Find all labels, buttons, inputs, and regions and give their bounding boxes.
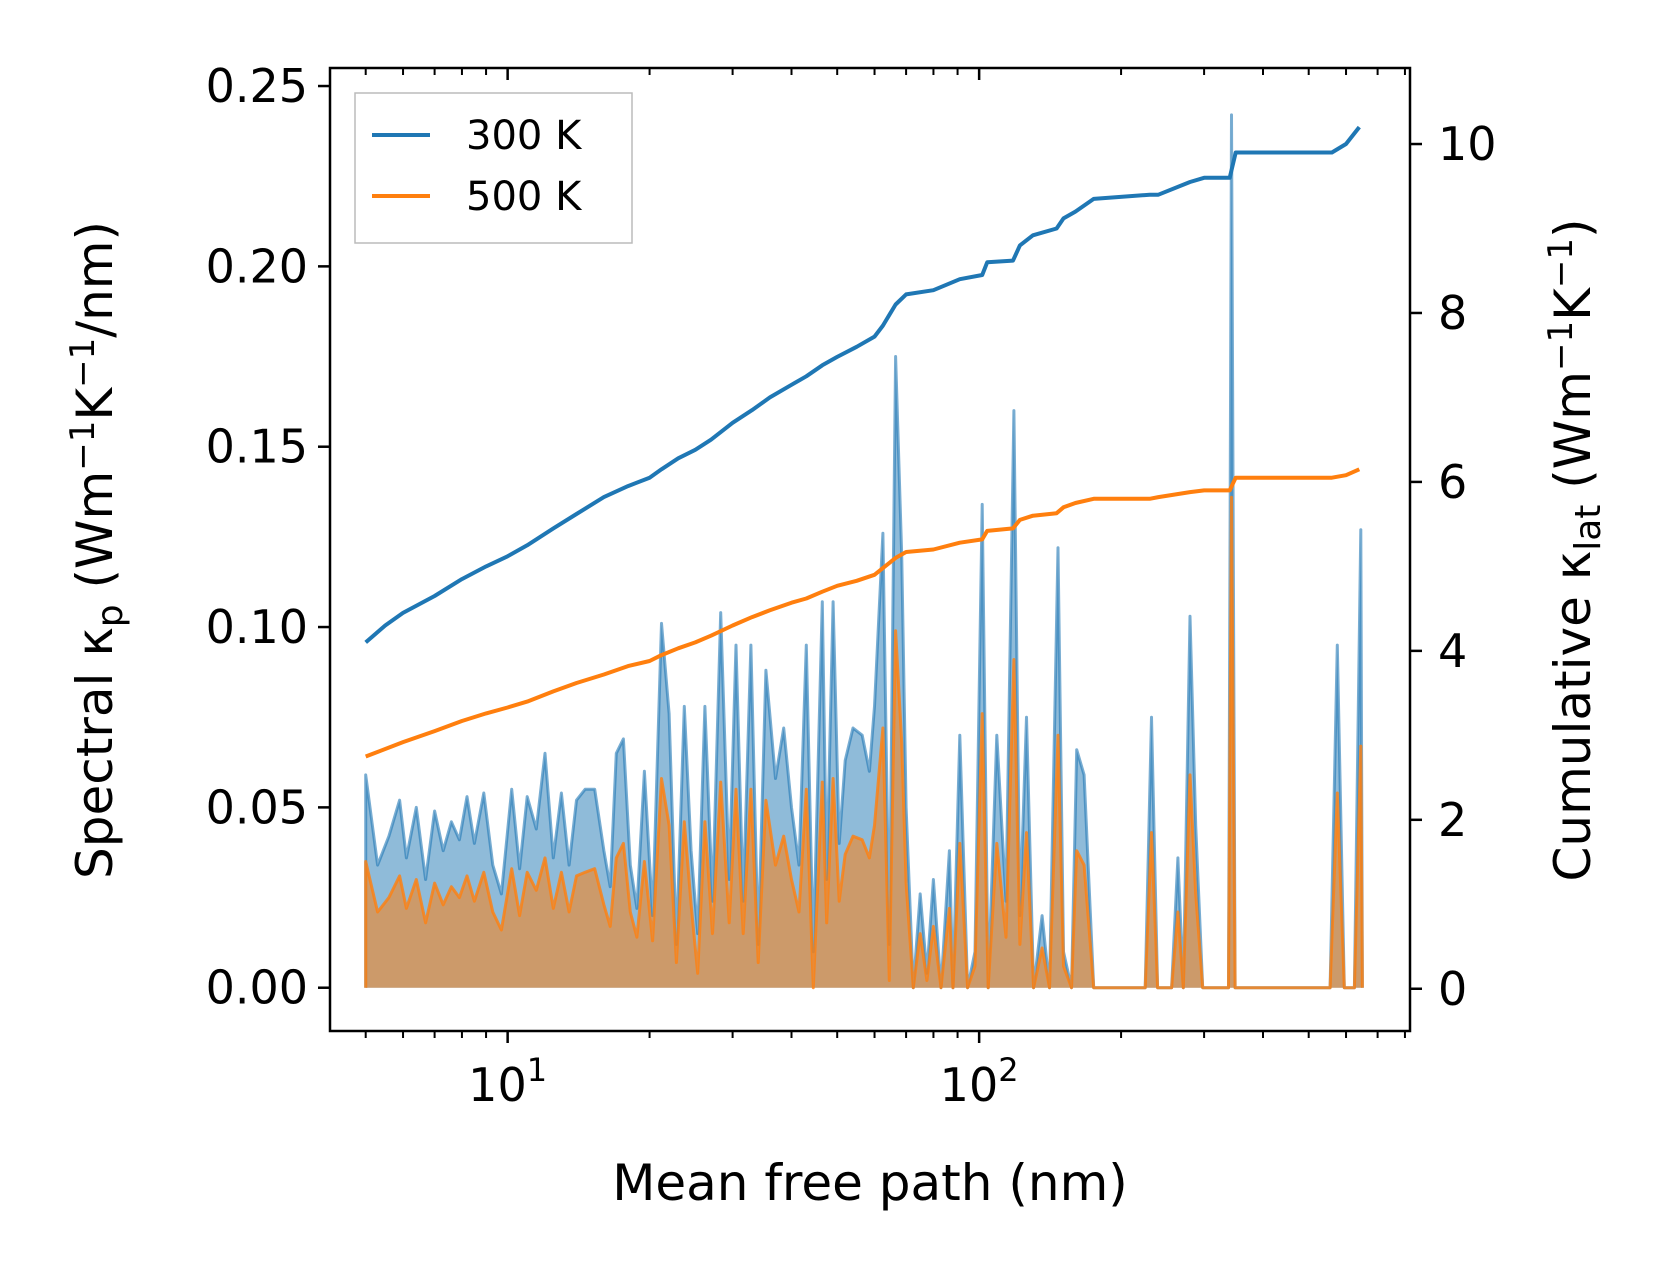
y-right-tick-label: 4 xyxy=(1438,624,1467,678)
legend-label-300k: 300 K xyxy=(466,113,583,159)
y-left-tick-label: 0.25 xyxy=(206,59,308,113)
y-right-tick-label: 10 xyxy=(1438,117,1497,171)
y-axis-left-label: Spectral κp (Wm−1K−1/nm) xyxy=(63,221,131,879)
spectral-area-500k xyxy=(365,497,1363,988)
y-right-tick-label: 2 xyxy=(1438,793,1467,847)
y-right-tick-label: 6 xyxy=(1438,455,1467,509)
x-tick-label: 102 xyxy=(940,1051,1019,1112)
x-tick-label: 101 xyxy=(468,1051,547,1112)
legend-label-500k: 500 K xyxy=(466,174,583,220)
cumulative-line-300k xyxy=(364,125,1361,644)
legend: 300 K 500 K xyxy=(354,92,633,244)
x-axis-label: Mean free path (nm) xyxy=(612,1154,1128,1212)
y-right-tick-label: 8 xyxy=(1438,286,1467,340)
y-left-tick-label: 0.10 xyxy=(206,600,308,654)
axes-frame xyxy=(328,66,1412,1033)
legend-box xyxy=(354,92,633,244)
y-right-tick-label: 0 xyxy=(1438,962,1467,1016)
spectral-line-500k xyxy=(364,495,1364,990)
plot-layer xyxy=(364,113,1364,990)
tick-layer: 0.00 0.05 0.10 0.15 0.20 0.25 0 2 4 6 8 10 101 102 xyxy=(206,59,1497,1112)
cumulative-line-500k xyxy=(364,467,1361,759)
y-left-tick-label: 0.05 xyxy=(206,780,308,834)
y-axis-right-label: Cumulative κlat (Wm−1K−1) xyxy=(1541,218,1609,881)
y-left-tick-label: 0.00 xyxy=(206,961,308,1015)
y-left-tick-label: 0.15 xyxy=(206,420,308,474)
y-left-tick-label: 0.20 xyxy=(206,239,308,293)
